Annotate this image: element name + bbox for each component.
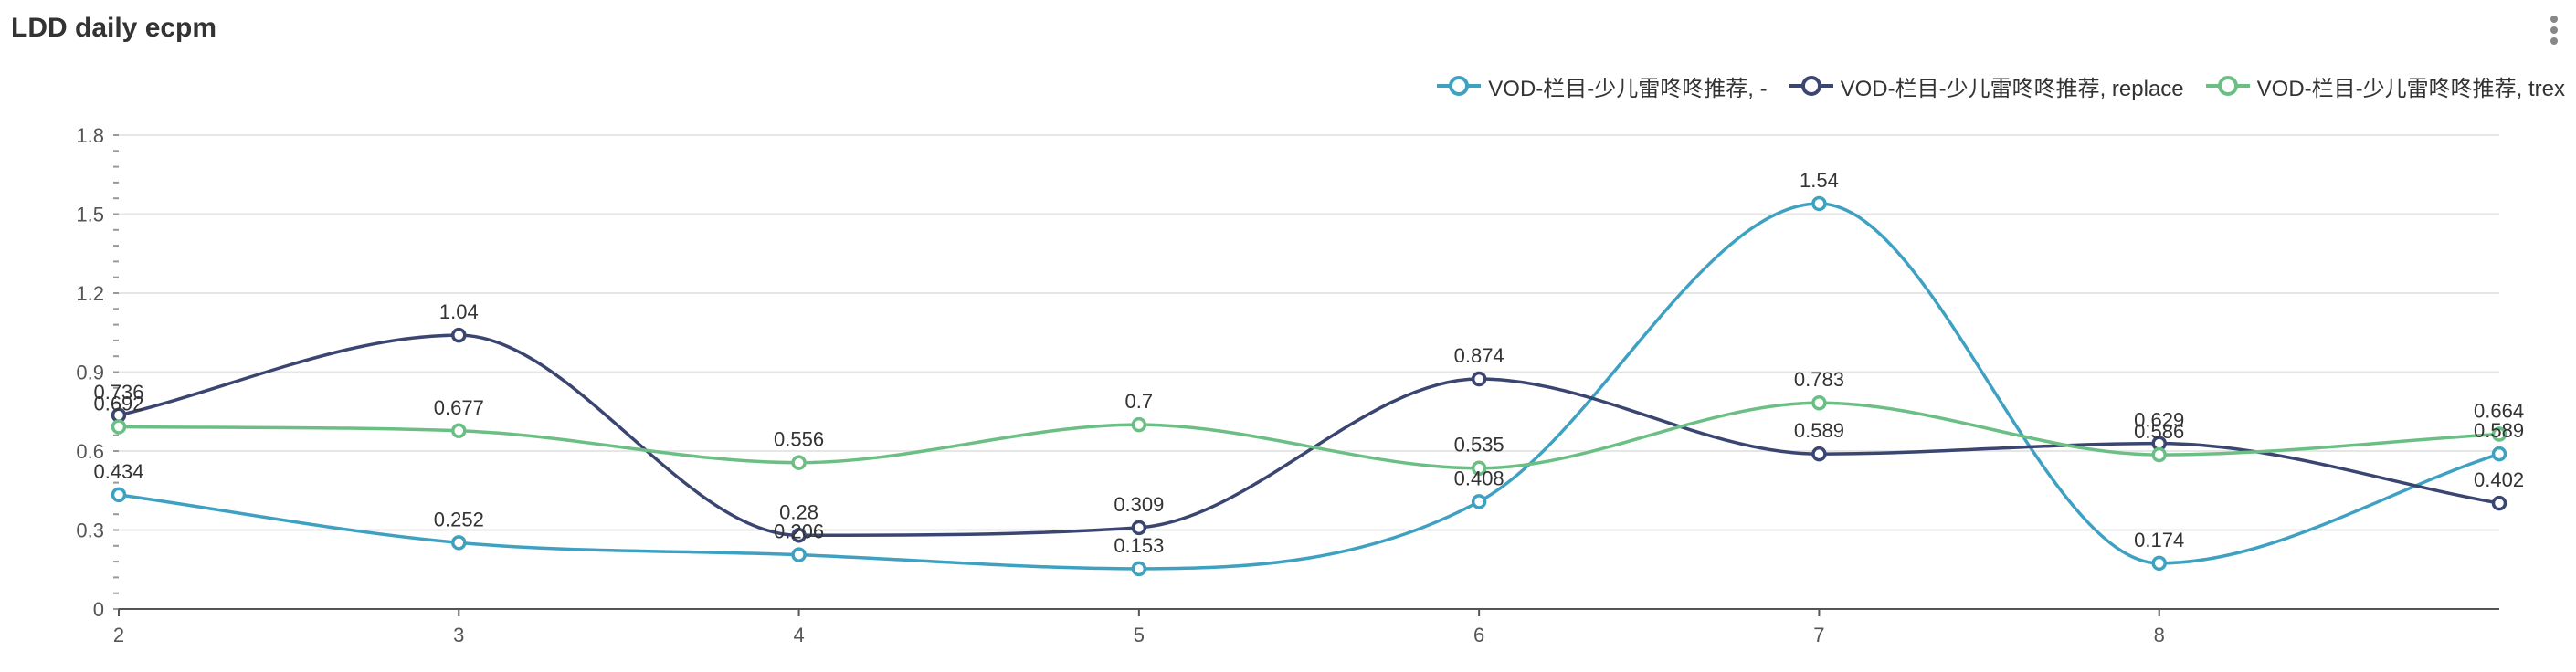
legend-series-1-icon xyxy=(1789,76,1833,96)
y-tick-label: 1.8 xyxy=(76,124,104,147)
series-0-point xyxy=(2491,446,2507,462)
series-0-data-label: 1.54 xyxy=(1800,169,1839,192)
series-2-point xyxy=(451,423,467,439)
series-2-data-label: 0.783 xyxy=(1794,368,1844,391)
y-tick-label: 1.5 xyxy=(76,204,104,226)
legend-series-1-label: VOD-栏目-少儿雷咚咚推荐, replace xyxy=(1840,76,2184,101)
data-labels: 0.4340.2520.2060.1530.4081.540.1740.5890… xyxy=(93,169,2524,557)
grid-lines xyxy=(119,134,2499,531)
series-1-point xyxy=(2491,495,2507,511)
x-tick-label: 3 xyxy=(453,624,464,646)
x-tick-label: 5 xyxy=(1134,624,1145,646)
series-1-data-label: 0.402 xyxy=(2474,468,2524,491)
series-2-point xyxy=(1471,460,1487,476)
series-1-data-label: 0.309 xyxy=(1114,493,1164,516)
series-2-point xyxy=(2491,426,2507,442)
series-1-point xyxy=(451,327,467,343)
series-1-point xyxy=(1471,371,1487,387)
x-tick-label: 8 xyxy=(2154,624,2165,646)
series-1-point xyxy=(1811,446,1827,462)
series-2-data-label: 0.7 xyxy=(1125,390,1154,413)
panel-menu-button[interactable] xyxy=(2547,13,2561,51)
series-1-point xyxy=(791,528,807,543)
vertical-ellipsis-icon xyxy=(2550,16,2558,23)
series-0-point xyxy=(1811,195,1827,212)
series-0-point xyxy=(791,547,807,562)
series-1-data-label: 0.736 xyxy=(93,381,143,404)
series-0-point xyxy=(111,487,127,503)
series-0-data-label: 0.174 xyxy=(2134,529,2184,551)
series-2-point xyxy=(791,455,807,470)
y-tick-label: 0.6 xyxy=(76,440,104,463)
legend-series-2-icon xyxy=(2205,76,2250,96)
series-2-data-label: 0.692 xyxy=(93,392,143,415)
legend-series-2-label: VOD-栏目-少儿雷咚咚推荐, trex xyxy=(2256,76,2565,101)
chart-legend: VOD-栏目-少儿雷咚咚推荐, - VOD-栏目-少儿雷咚咚推荐, replac… xyxy=(1437,68,2565,104)
series-2-data-label: 0.535 xyxy=(1454,434,1504,457)
legend-item-series-0[interactable]: VOD-栏目-少儿雷咚咚推荐, - xyxy=(1437,70,1768,102)
panel-title: LDD daily ecpm xyxy=(11,13,217,43)
y-tick-label: 1.2 xyxy=(76,282,104,305)
series-0-data-label: 0.252 xyxy=(434,508,484,530)
x-tick-label: 6 xyxy=(1473,624,1484,646)
menu-dot xyxy=(2550,26,2558,34)
series-0-point xyxy=(2151,555,2167,572)
series-2-point xyxy=(2151,446,2167,463)
series-1-data-label: 0.629 xyxy=(2134,409,2184,432)
series-2-data-label: 0.586 xyxy=(2134,420,2184,443)
series-1-data-label: 0.874 xyxy=(1454,344,1504,367)
series-lines xyxy=(111,195,2507,577)
series-0-data-label: 0.408 xyxy=(1454,467,1504,489)
series-1-data-label: 1.04 xyxy=(439,300,479,323)
series-2-point xyxy=(1131,416,1147,433)
series-2-data-label: 0.556 xyxy=(774,428,824,451)
series-0-point xyxy=(451,535,467,551)
series-0-data-label: 0.434 xyxy=(93,460,143,483)
series-1-data-label: 0.589 xyxy=(1794,419,1844,442)
series-1-data-label: 0.28 xyxy=(779,500,818,523)
series-1-point xyxy=(1131,520,1147,536)
legend-series-0-label: VOD-栏目-少儿雷咚咚推荐, - xyxy=(1488,76,1768,101)
legend-item-series-2[interactable]: VOD-栏目-少儿雷咚咚推荐, trex xyxy=(2205,70,2565,102)
series-0-data-label: 0.589 xyxy=(2474,419,2524,442)
series-2-point xyxy=(1811,394,1827,411)
series-0-point xyxy=(1131,561,1147,577)
menu-dot xyxy=(2550,37,2558,45)
series-0-data-label: 0.206 xyxy=(774,520,824,543)
series-0-data-label: 0.153 xyxy=(1114,534,1164,557)
x-tick-label: 4 xyxy=(793,624,804,646)
series-0-point xyxy=(1471,494,1487,509)
series-2-data-label: 0.664 xyxy=(2474,400,2524,423)
axes: 0 0.3 0.6 0.9 1.2 1.5 1.8 2 3 4 5 6 7 8 xyxy=(76,124,2499,646)
series-2-data-label: 0.677 xyxy=(434,396,484,419)
legend-series-0-icon xyxy=(1437,76,1482,96)
y-tick-label: 0 xyxy=(93,598,104,621)
x-tick-label: 2 xyxy=(113,624,124,646)
y-tick-label: 0.3 xyxy=(76,520,104,542)
legend-item-series-1[interactable]: VOD-栏目-少儿雷咚咚推荐, replace xyxy=(1789,70,2184,102)
series-0-line xyxy=(118,202,2500,571)
y-tick-label: 0.9 xyxy=(76,362,104,384)
series-1-line xyxy=(118,333,2500,538)
x-tick-label: 7 xyxy=(1813,624,1824,646)
series-2-line xyxy=(118,401,2500,470)
series-2-point xyxy=(111,419,127,435)
